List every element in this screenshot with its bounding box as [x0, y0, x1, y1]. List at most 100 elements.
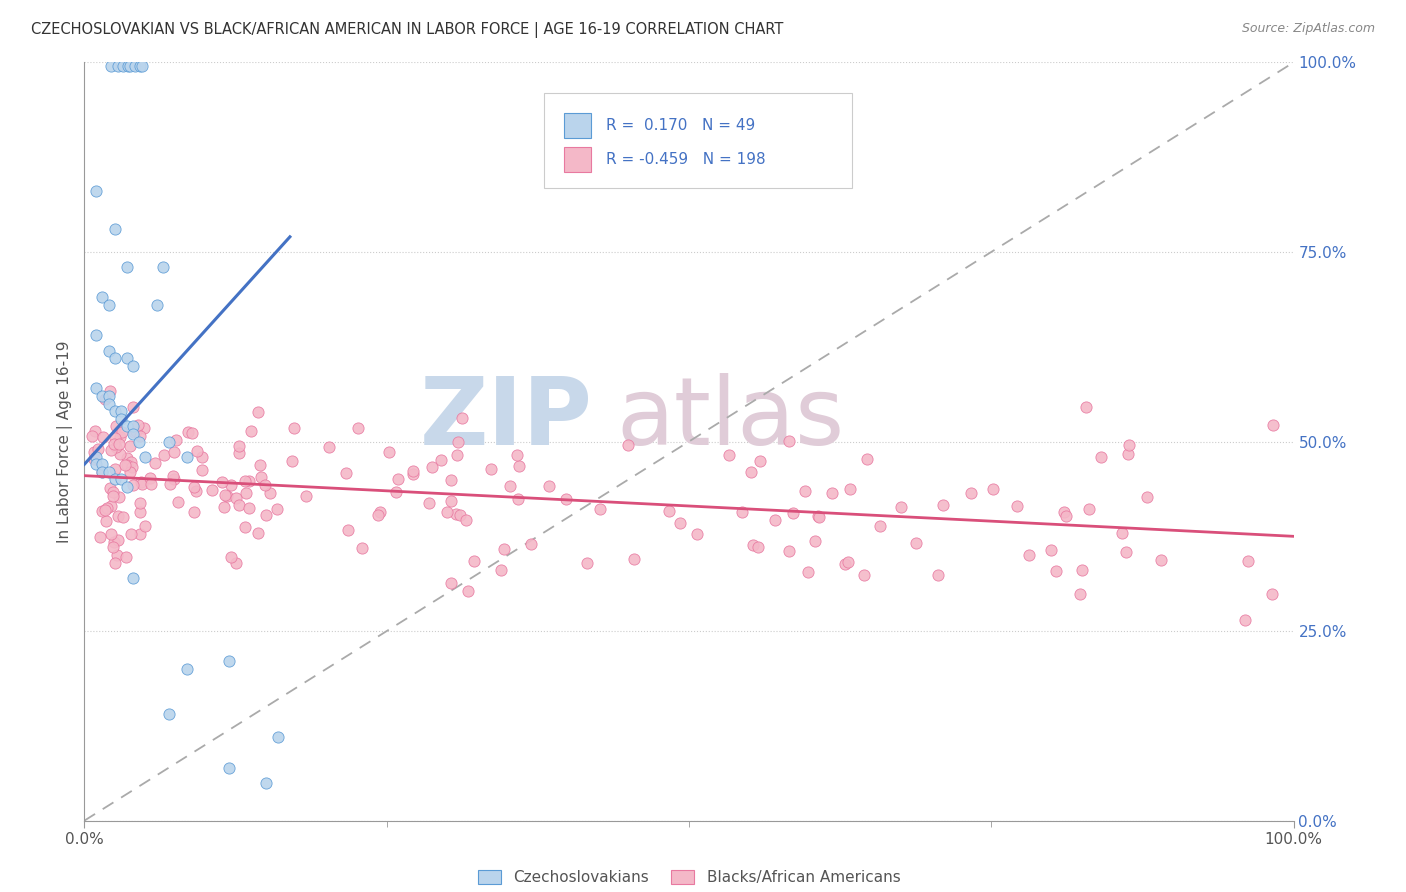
Point: [538, 479, 561, 493]
Point: [254, 508, 277, 522]
Point: [367, 508, 389, 522]
Point: [134, 450, 156, 464]
Point: [869, 519, 891, 533]
Point: [519, 537, 541, 551]
Point: [454, 513, 477, 527]
Point: [1118, 438, 1140, 452]
Point: [742, 538, 765, 552]
Point: [89, 530, 111, 544]
Point: [717, 448, 740, 462]
Point: [97, 298, 120, 312]
Text: ZIP: ZIP: [419, 373, 592, 465]
Point: [387, 471, 409, 485]
Point: [121, 571, 143, 585]
Point: [115, 480, 138, 494]
Point: [128, 526, 150, 541]
Point: [110, 404, 132, 418]
Point: [157, 707, 180, 722]
Point: [212, 500, 235, 514]
Point: [129, 475, 152, 490]
Point: [1234, 613, 1257, 627]
Point: [104, 351, 127, 366]
Point: [821, 486, 844, 500]
Point: [134, 519, 156, 533]
Point: [108, 491, 131, 505]
Point: [217, 489, 239, 503]
Point: [856, 451, 879, 466]
Point: [118, 465, 141, 479]
Point: [91, 389, 114, 403]
Point: [218, 760, 240, 774]
Point: [153, 448, 176, 462]
Point: [259, 485, 281, 500]
Point: [128, 429, 150, 443]
Point: [128, 434, 150, 449]
Point: [463, 554, 485, 568]
Point: [86, 458, 108, 472]
Point: [837, 555, 859, 569]
Point: [165, 433, 187, 447]
Point: [617, 438, 640, 452]
Point: [101, 489, 124, 503]
Point: [104, 222, 127, 236]
Point: [183, 505, 205, 519]
Point: [86, 382, 108, 396]
FancyBboxPatch shape: [544, 93, 852, 187]
Point: [115, 458, 138, 473]
Point: [163, 444, 186, 458]
Point: [747, 541, 769, 555]
Point: [221, 549, 243, 564]
Point: [86, 442, 108, 456]
Point: [796, 565, 818, 579]
Point: [238, 475, 260, 489]
Point: [228, 446, 250, 460]
Point: [402, 464, 425, 478]
Point: [1018, 548, 1040, 562]
Point: [778, 543, 800, 558]
Point: [225, 556, 247, 570]
Point: [233, 520, 256, 534]
Point: [143, 456, 166, 470]
Point: [117, 450, 139, 465]
Point: [91, 458, 114, 472]
Point: [508, 458, 530, 473]
Point: [120, 59, 142, 73]
Point: [103, 485, 125, 500]
Point: [1261, 587, 1284, 601]
Point: [439, 473, 461, 487]
Point: [131, 477, 153, 491]
Point: [740, 465, 762, 479]
Point: [228, 439, 250, 453]
Point: [146, 298, 169, 312]
Point: [239, 424, 262, 438]
Point: [1136, 490, 1159, 504]
Point: [250, 470, 273, 484]
Point: [132, 421, 155, 435]
Point: [103, 437, 125, 451]
Point: [444, 507, 467, 521]
Point: [1111, 526, 1133, 541]
Point: [418, 495, 440, 509]
Point: [457, 584, 479, 599]
Point: [120, 527, 142, 541]
Point: [436, 505, 458, 519]
Point: [479, 462, 502, 476]
Point: [115, 260, 138, 275]
Point: [94, 503, 117, 517]
Point: [110, 447, 132, 461]
Point: [254, 478, 277, 492]
Point: [228, 498, 250, 512]
Point: [214, 488, 236, 502]
Point: [100, 499, 122, 513]
Point: [96, 501, 118, 516]
Point: [108, 436, 131, 450]
Point: [112, 509, 135, 524]
Point: [447, 435, 470, 450]
Point: [385, 485, 408, 500]
Point: [121, 419, 143, 434]
Point: [157, 434, 180, 449]
Point: [127, 417, 149, 432]
Point: [1078, 501, 1101, 516]
Y-axis label: In Labor Force | Age 16-19: In Labor Force | Age 16-19: [58, 340, 73, 543]
Point: [430, 452, 453, 467]
